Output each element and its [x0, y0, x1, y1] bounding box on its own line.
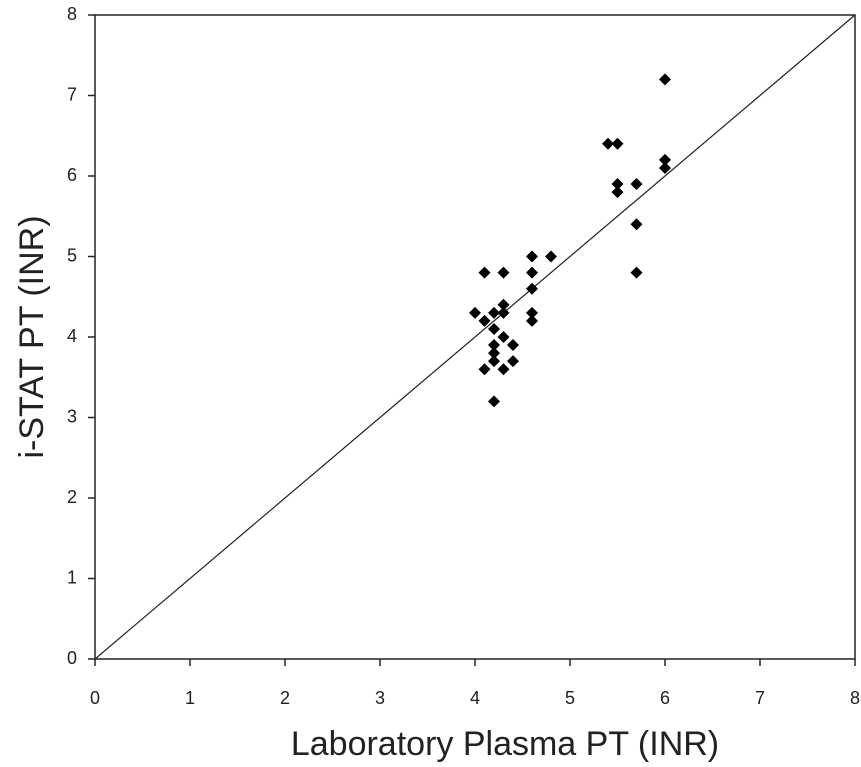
y-tick-label: 8	[67, 4, 77, 24]
point	[488, 339, 500, 352]
point	[659, 73, 671, 86]
point	[630, 266, 643, 279]
point	[602, 137, 614, 150]
point	[497, 363, 510, 376]
point	[611, 186, 624, 199]
point	[659, 153, 671, 166]
point	[611, 178, 624, 191]
x-tick-label: 5	[565, 688, 575, 708]
identity-line	[94, 14, 856, 660]
x-tick-label: 3	[375, 688, 385, 708]
point	[497, 266, 510, 279]
y-tick-label: 3	[67, 406, 77, 426]
point	[469, 306, 481, 319]
point	[526, 306, 538, 319]
x-tick-label: 8	[850, 688, 860, 708]
point	[526, 314, 538, 327]
point	[526, 250, 538, 263]
point	[526, 282, 538, 295]
point	[488, 395, 500, 408]
point	[611, 137, 624, 150]
point	[488, 306, 500, 319]
point	[488, 347, 500, 360]
point	[497, 306, 510, 319]
point	[659, 161, 671, 174]
point	[630, 218, 643, 231]
y-tick-label: 6	[67, 165, 77, 185]
y-tick-label: 5	[67, 245, 77, 265]
point	[507, 339, 519, 352]
y-axis-title: i-STAT PT (INR)	[13, 215, 51, 458]
x-tick-label: 6	[660, 688, 670, 708]
point	[526, 266, 538, 279]
x-tick-label: 4	[470, 688, 480, 708]
point	[478, 363, 491, 376]
point	[545, 250, 557, 263]
point	[497, 298, 510, 311]
point	[497, 331, 510, 343]
x-axis-title: Laboratory Plasma PT (INR)	[291, 725, 719, 763]
x-tick-label: 2	[280, 688, 290, 708]
y-tick-label: 7	[67, 84, 77, 104]
x-tick-label: 0	[90, 688, 100, 708]
y-tick-label: 4	[67, 326, 77, 346]
point	[630, 178, 643, 191]
point	[478, 266, 491, 279]
point	[478, 314, 491, 327]
y-tick-label: 1	[67, 567, 77, 587]
x-tick-label: 7	[755, 688, 765, 708]
y-tick-label: 2	[67, 487, 77, 507]
point	[488, 322, 500, 335]
x-tick-label: 1	[185, 688, 195, 708]
y-tick-label: 0	[67, 648, 77, 668]
point	[507, 355, 519, 368]
point	[488, 355, 500, 368]
